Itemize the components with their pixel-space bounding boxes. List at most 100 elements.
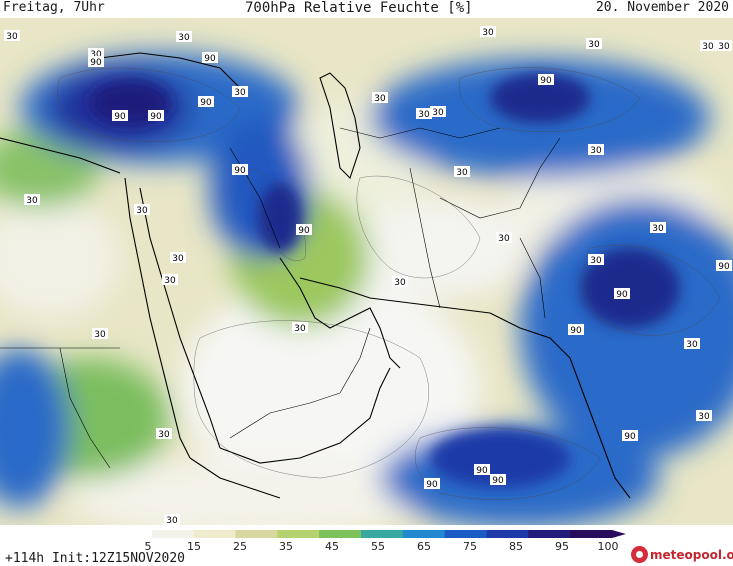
colorbar-tick-label: 65 bbox=[417, 540, 431, 551]
contour-labels: 30 30 30 90 90 90 90 90 90 90 30 30 30 3… bbox=[4, 26, 732, 526]
colorbar-box bbox=[402, 530, 446, 538]
contour-label: 90 bbox=[614, 288, 630, 300]
coast-red-sea-east bbox=[139, 187, 221, 449]
svg-text:90: 90 bbox=[298, 226, 310, 236]
svg-text:30: 30 bbox=[698, 412, 710, 422]
colorbar-tick-label: 85 bbox=[509, 540, 523, 551]
valid-date-label: 20. November 2020 bbox=[595, 0, 729, 15]
svg-text:90: 90 bbox=[204, 54, 216, 64]
dry-zone-iran bbox=[350, 198, 530, 298]
contour-label: 90 bbox=[424, 478, 440, 490]
contour-label: 30 bbox=[684, 338, 700, 350]
contour-label: 90 bbox=[538, 74, 554, 86]
svg-text:30: 30 bbox=[6, 32, 18, 42]
contour-label: 90 bbox=[622, 430, 638, 442]
contour-label: 30 bbox=[454, 166, 470, 178]
contour-label: 30 bbox=[496, 232, 512, 244]
contour-label: 30 bbox=[162, 274, 178, 286]
colorbar-box bbox=[319, 530, 362, 538]
svg-text:90: 90 bbox=[616, 290, 628, 300]
contour-label: 30 bbox=[92, 328, 108, 340]
border-saudi-oman bbox=[339, 327, 371, 394]
coast-red-sea-west bbox=[124, 177, 191, 459]
coast-black-sea bbox=[99, 52, 241, 89]
colorbar-tick-label: 35 bbox=[279, 540, 293, 551]
svg-text:30: 30 bbox=[90, 50, 102, 60]
coastlines bbox=[0, 52, 631, 499]
svg-text:30: 30 bbox=[374, 94, 386, 104]
colorbar-tick-label: 75 bbox=[463, 540, 477, 551]
colorbar-box bbox=[361, 530, 404, 538]
colorbar-box bbox=[570, 530, 613, 538]
border-sudan-ethiopia bbox=[59, 347, 111, 469]
svg-text:90: 90 bbox=[234, 166, 246, 176]
contour-label: 30 bbox=[88, 48, 104, 60]
contour-90-indian-ocean bbox=[414, 427, 601, 500]
colorbar-box bbox=[486, 530, 529, 538]
colorbar-tick-label: 45 bbox=[325, 540, 339, 551]
contour-30-iran bbox=[356, 175, 481, 279]
contour-label: 90 bbox=[568, 324, 584, 336]
contour-label: 30 bbox=[588, 144, 604, 156]
run-info: +114h Init:12Z15NOV2020 bbox=[5, 551, 186, 566]
svg-text:90: 90 bbox=[426, 480, 438, 490]
colorbar-tick-label: 55 bbox=[371, 540, 385, 551]
svg-text:90: 90 bbox=[90, 58, 102, 68]
colorbar-tick-label: 5 bbox=[145, 540, 152, 551]
contour-label: 90 bbox=[716, 260, 732, 272]
svg-text:30: 30 bbox=[166, 516, 178, 525]
coast-africa-horn bbox=[189, 457, 281, 499]
svg-text:30: 30 bbox=[164, 276, 176, 286]
coast-iran-south bbox=[299, 277, 491, 314]
contour-label: 30 bbox=[134, 204, 150, 216]
contour-label: 30 bbox=[24, 194, 40, 206]
contour-label: 90 bbox=[296, 224, 312, 236]
coast-gulf bbox=[279, 257, 401, 369]
colorbar-tick-label: 15 bbox=[187, 540, 201, 551]
colorbar-box bbox=[110, 530, 153, 538]
border-central-asia bbox=[339, 127, 501, 139]
contour-label: 30 bbox=[372, 92, 388, 104]
contour-30-dry bbox=[193, 320, 430, 479]
contour-label: 30 bbox=[170, 252, 186, 264]
coast-caspian bbox=[319, 72, 361, 180]
svg-text:30: 30 bbox=[432, 108, 444, 118]
contour-label: 90 bbox=[232, 164, 248, 176]
header: Freitag, 7Uhr 700hPa Relative Feuchte [%… bbox=[0, 0, 733, 18]
contour-90-arabian-sea bbox=[583, 245, 721, 336]
contour-label: 30 bbox=[588, 254, 604, 266]
svg-text:30: 30 bbox=[498, 234, 510, 244]
colorbar-box bbox=[235, 530, 278, 538]
contour-label: 30 bbox=[716, 40, 732, 52]
svg-text:30: 30 bbox=[172, 254, 184, 264]
border-iran-afghan bbox=[409, 167, 441, 309]
colorbar-legend: 5 15 25 35 45 55 65 75 85 95 100 bbox=[0, 525, 733, 566]
svg-text:30: 30 bbox=[718, 42, 730, 52]
coast-pakistan-india bbox=[489, 312, 631, 499]
svg-text:30: 30 bbox=[482, 28, 494, 38]
contour-label: 90 bbox=[490, 474, 506, 486]
dry-zone-west bbox=[0, 198, 120, 318]
dry-zone-south bbox=[70, 458, 430, 538]
svg-text:90: 90 bbox=[492, 476, 504, 486]
contour-label: 30 bbox=[650, 222, 666, 234]
contour-label: 30 bbox=[392, 276, 408, 288]
core-indian-ocean bbox=[430, 428, 570, 488]
svg-text:90: 90 bbox=[476, 466, 488, 476]
svg-text:30: 30 bbox=[158, 430, 170, 440]
svg-text:30: 30 bbox=[178, 33, 190, 43]
colorbar-box bbox=[444, 530, 487, 538]
core-iraq bbox=[258, 183, 302, 253]
svg-text:30: 30 bbox=[136, 206, 148, 216]
svg-text:30: 30 bbox=[590, 256, 602, 266]
contour-label: 30 bbox=[430, 106, 446, 118]
svg-text:30: 30 bbox=[652, 224, 664, 234]
svg-text:30: 30 bbox=[234, 88, 246, 98]
colorbar-box bbox=[193, 530, 236, 538]
colorbar-tick-label: 25 bbox=[233, 540, 247, 551]
contour-label: 30 bbox=[164, 514, 180, 526]
contour-label: 30 bbox=[586, 38, 602, 50]
contour-label: 90 bbox=[148, 110, 164, 122]
border-afghan-pak bbox=[439, 137, 561, 219]
svg-text:30: 30 bbox=[456, 168, 468, 178]
